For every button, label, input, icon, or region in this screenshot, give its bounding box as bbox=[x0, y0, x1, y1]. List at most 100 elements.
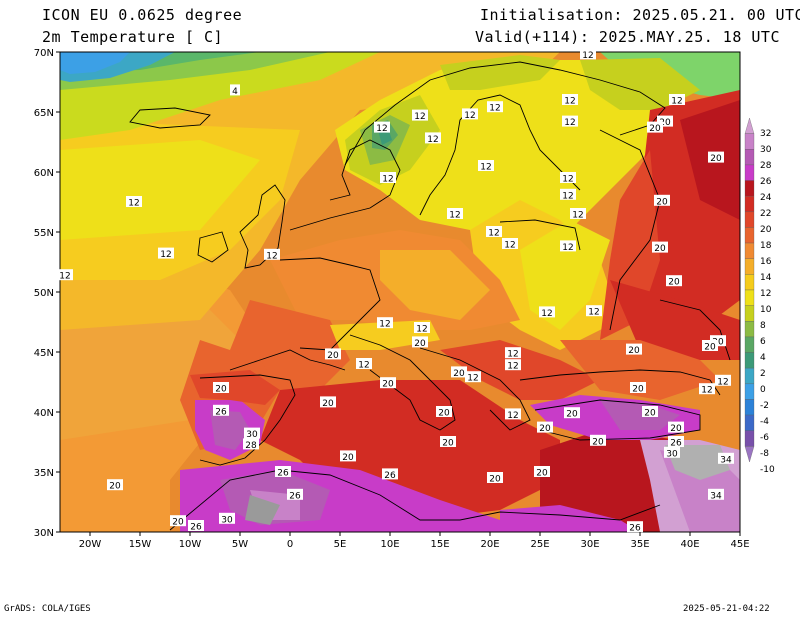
contour-label-text: 12 bbox=[562, 243, 573, 253]
contour-label: 20 bbox=[534, 466, 550, 479]
contour-label-text: 12 bbox=[382, 175, 393, 185]
contour-label: 20 bbox=[642, 406, 658, 419]
colorbar-swatch bbox=[744, 164, 755, 181]
contour-label-text: 20 bbox=[382, 380, 394, 390]
lon-tick-label: 30E bbox=[580, 539, 599, 550]
contour-label-text: 20 bbox=[172, 518, 184, 528]
colorbar-level-label: -10 bbox=[760, 465, 775, 475]
contour-label-text: 26 bbox=[277, 469, 289, 479]
contour-label-box bbox=[652, 241, 668, 253]
contour-label: 12 bbox=[502, 238, 518, 251]
contour-label-text: 12 bbox=[449, 211, 460, 221]
contour-label-box bbox=[377, 317, 393, 329]
contour-label: 12 bbox=[447, 208, 463, 221]
contour-label: 12 bbox=[539, 306, 555, 319]
colorbar-swatch bbox=[744, 352, 755, 369]
colorbar-level-label: 14 bbox=[760, 273, 772, 283]
contour-label: 20 bbox=[213, 382, 229, 395]
contour-label: 26 bbox=[188, 520, 204, 533]
contour-label-box bbox=[275, 466, 291, 477]
contour-label: 12 bbox=[380, 172, 396, 185]
contour-label-text: 12 bbox=[507, 350, 518, 360]
coastlines bbox=[129, 61, 731, 531]
contour-label-box bbox=[380, 377, 396, 389]
contour-label: 12 bbox=[126, 196, 142, 209]
contour-label-text: 12 bbox=[160, 250, 171, 260]
contour-label-box bbox=[440, 436, 456, 447]
contour-label-text: 20 bbox=[592, 437, 604, 447]
contour-label-text: 26 bbox=[670, 439, 682, 449]
contour-label-text: 20 bbox=[414, 339, 426, 349]
contour-label: 20 bbox=[325, 348, 341, 361]
lat-tick-label: 65N bbox=[34, 108, 54, 119]
contour-label: 20 bbox=[702, 340, 718, 353]
colorbar-swatch bbox=[744, 289, 755, 306]
contour-label-text: 12 bbox=[562, 175, 573, 185]
lon-tick-label: 40E bbox=[680, 539, 699, 550]
contour-label-text: 12 bbox=[507, 362, 518, 372]
contour-label-text: 12 bbox=[562, 191, 573, 201]
contour-label: 20 bbox=[107, 479, 123, 492]
lat-tick-label: 70N bbox=[34, 48, 54, 59]
contour-label-text: 20 bbox=[322, 399, 334, 409]
contour-label-box bbox=[320, 396, 336, 408]
contour-label-box bbox=[502, 238, 518, 249]
contour-label: 12 bbox=[412, 109, 428, 122]
contour-label: 20 bbox=[320, 396, 336, 409]
contour-label: 12 bbox=[374, 121, 390, 134]
contour-label-text: 20 bbox=[109, 482, 121, 492]
contour-label: 12 bbox=[562, 94, 578, 107]
contour-label-box bbox=[562, 94, 578, 105]
contour-label-box bbox=[657, 115, 673, 127]
colorbar-swatch bbox=[744, 258, 755, 275]
contour-label-text: 20 bbox=[654, 244, 666, 254]
lon-tick-label: 20W bbox=[79, 539, 102, 550]
contour-label-box bbox=[539, 306, 555, 318]
contour-label-text: 12 bbox=[480, 163, 491, 173]
contour-label-text: 12 bbox=[379, 320, 390, 330]
colorbar-swatch bbox=[744, 149, 755, 166]
lon-tick-label: 35E bbox=[630, 539, 649, 550]
colorbar-swatch bbox=[744, 211, 755, 228]
contour-label-text: 12 bbox=[376, 124, 387, 134]
colorbar-level-label: -4 bbox=[760, 417, 769, 427]
contour-label-box bbox=[626, 343, 642, 355]
contour-label-text: 12 bbox=[128, 199, 139, 209]
contour-label-box bbox=[287, 488, 303, 500]
colorbar-swatch bbox=[744, 383, 755, 400]
contour-label: 20 bbox=[170, 515, 186, 528]
contour-label-text: 12 bbox=[416, 325, 427, 335]
temperature-field bbox=[60, 52, 740, 532]
contour-label: 12 bbox=[462, 108, 478, 121]
contour-label: 20 bbox=[380, 377, 396, 390]
contour-label-box bbox=[487, 472, 503, 483]
contour-label: 12 bbox=[580, 48, 596, 61]
colorbar-level-label: -2 bbox=[760, 401, 769, 411]
contour-label-box bbox=[57, 269, 73, 281]
contour-label-box bbox=[590, 434, 606, 446]
contour-label: 28 bbox=[243, 438, 259, 451]
contour-label-box bbox=[666, 275, 682, 287]
lon-tick-label: 10E bbox=[380, 539, 399, 550]
contour-label-box bbox=[505, 347, 521, 359]
contour-label: 12 bbox=[57, 269, 73, 282]
contour-label: 12 bbox=[486, 226, 502, 239]
contour-label-box bbox=[668, 421, 684, 433]
contour-label-text: 12 bbox=[427, 135, 438, 145]
lon-tick-label: 15W bbox=[129, 539, 152, 550]
colorbar-swatch bbox=[744, 180, 755, 197]
contour-label-text: 20 bbox=[442, 439, 454, 449]
lon-tick-label: 5W bbox=[232, 539, 248, 550]
contour-label-box bbox=[537, 421, 553, 433]
colorbar-swatch bbox=[744, 430, 755, 447]
contour-label-text: 20 bbox=[536, 469, 548, 479]
contour-label-box bbox=[654, 194, 670, 206]
contour-label-text: 34 bbox=[720, 455, 732, 465]
colorbar-level-label: 2 bbox=[760, 369, 766, 379]
contour-label-text: 30 bbox=[666, 449, 678, 459]
lon-tick-label: 10W bbox=[179, 539, 202, 550]
contour-label-text: 26 bbox=[289, 491, 301, 501]
lat-tick-label: 35N bbox=[34, 468, 54, 479]
contour-label-box bbox=[219, 512, 235, 524]
